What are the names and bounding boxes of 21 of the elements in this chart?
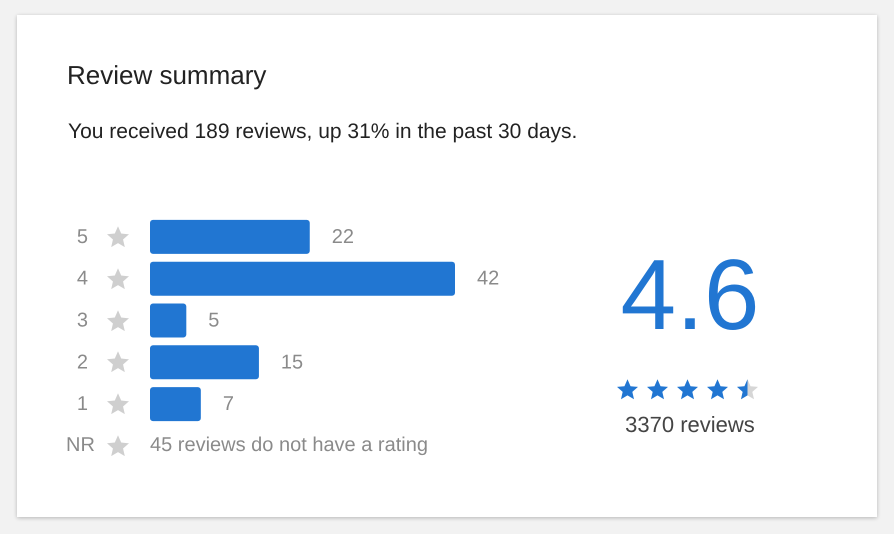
- chart-title: Review summary: [67, 60, 266, 91]
- y-tick-label: 3: [76, 310, 88, 332]
- text: 4.6: [619, 239, 760, 351]
- data-label: 22: [332, 226, 354, 248]
- bar: [150, 387, 201, 422]
- text: 3370 reviews: [624, 412, 756, 438]
- bar: [150, 345, 259, 380]
- y-tick-label: 1: [76, 393, 88, 416]
- data-label: 5: [208, 310, 220, 332]
- bar: [150, 262, 455, 296]
- y-tick-label: 4: [76, 268, 88, 290]
- text: 45 reviews do not have a rating: [150, 434, 428, 457]
- data-label: 42: [477, 268, 500, 290]
- bar: [150, 304, 186, 338]
- chart-subtitle: You received 189 reviews, up 31% in the past 30 days.: [68, 120, 578, 144]
- bar: [150, 220, 310, 254]
- data-label: 15: [280, 351, 304, 374]
- data-label: 7: [222, 393, 234, 416]
- y-tick-label: 5: [76, 226, 88, 248]
- y-tick-label: 2: [76, 351, 88, 374]
- text: NR: [66, 434, 95, 457]
